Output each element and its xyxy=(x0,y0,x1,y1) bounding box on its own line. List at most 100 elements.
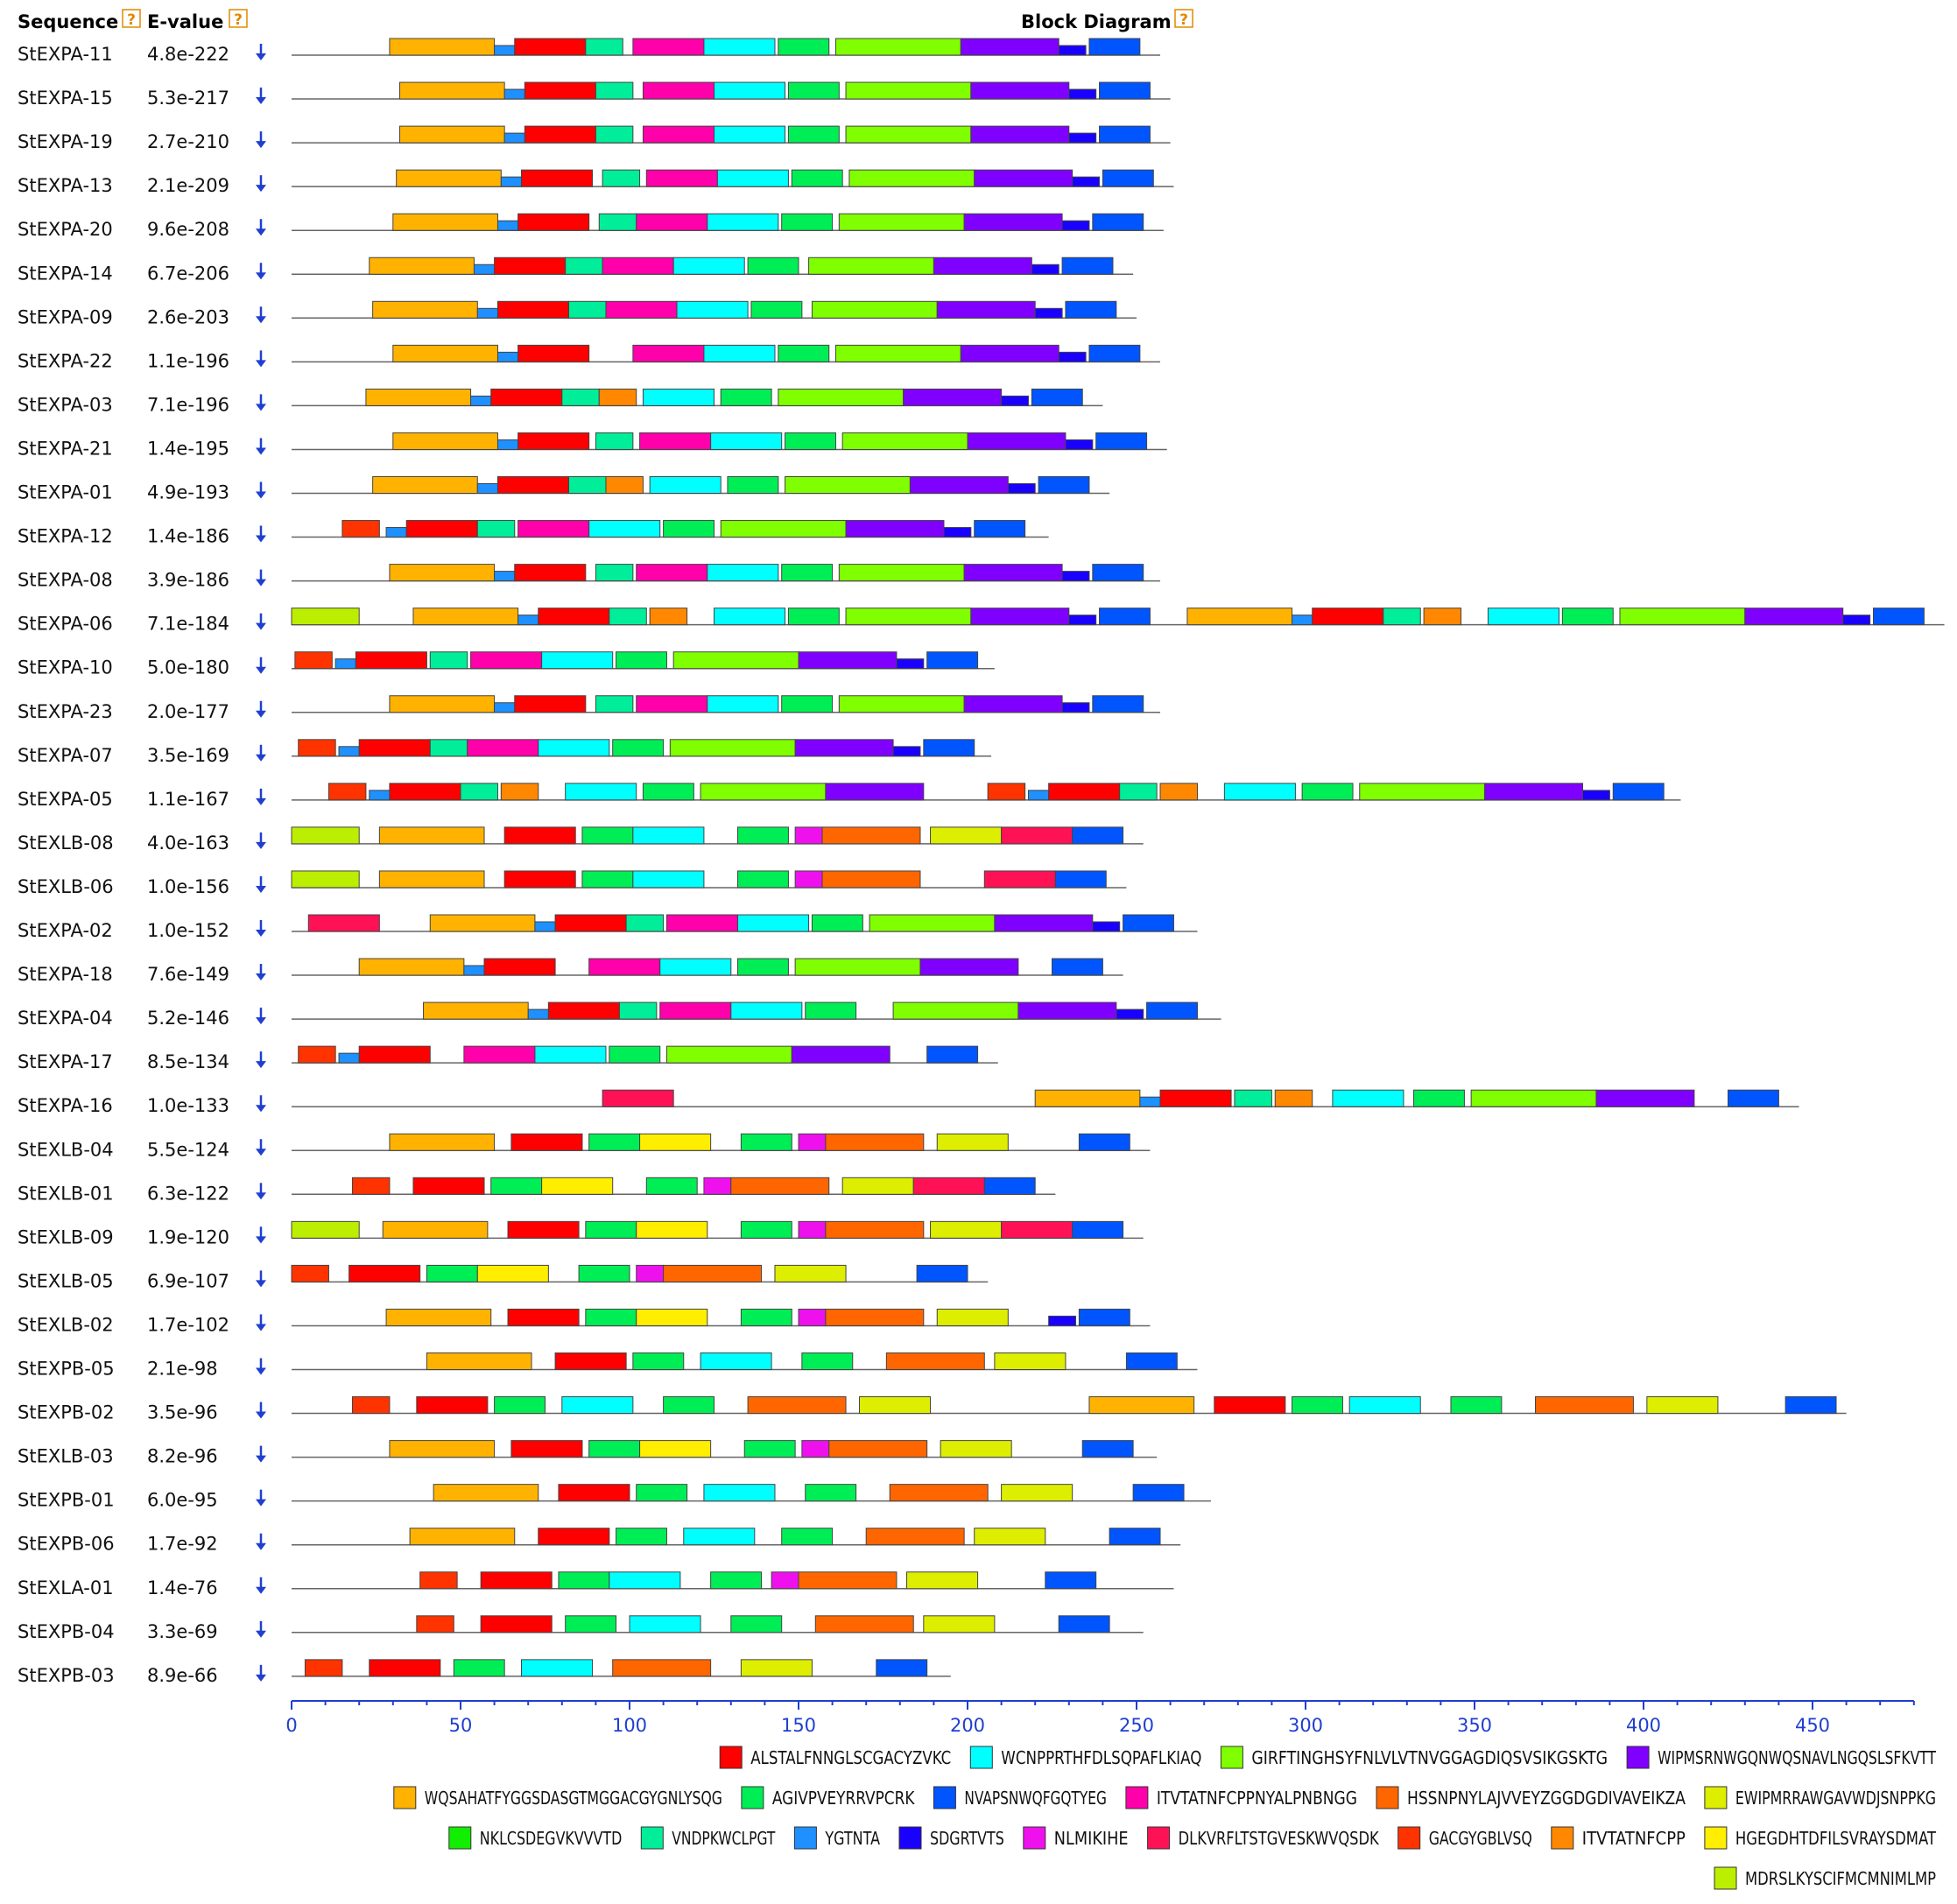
motif-block-18[interactable] xyxy=(605,476,644,494)
motif-block-6[interactable] xyxy=(805,1484,857,1502)
motif-block-6[interactable] xyxy=(737,826,789,845)
motif-block-16[interactable] xyxy=(1001,1220,1074,1239)
motif-block-3[interactable] xyxy=(808,256,934,275)
motif-block-5[interactable] xyxy=(399,81,505,100)
motif-block-2[interactable] xyxy=(659,958,732,976)
motif-block-2[interactable] xyxy=(683,1528,756,1546)
motif-block-4[interactable] xyxy=(909,476,1009,494)
motif-block-12[interactable] xyxy=(595,564,634,582)
motif-block-5[interactable] xyxy=(372,300,478,319)
motif-block-12[interactable] xyxy=(595,81,634,100)
motif-block-8[interactable] xyxy=(636,564,708,582)
motif-block-7[interactable] xyxy=(983,1177,1036,1195)
motif-block-5[interactable] xyxy=(389,695,496,713)
motif-block-6[interactable] xyxy=(1413,1089,1465,1107)
motif-block-6[interactable] xyxy=(632,1352,685,1370)
strand-arrow-icon[interactable] xyxy=(256,44,266,60)
motif-block-9[interactable] xyxy=(612,1659,712,1677)
motif-block-2[interactable] xyxy=(534,1045,607,1064)
motif-block-1[interactable] xyxy=(496,300,570,319)
strand-arrow-icon[interactable] xyxy=(256,219,266,236)
motif-block-4[interactable] xyxy=(1017,1001,1117,1020)
motif-block-5[interactable] xyxy=(426,1352,532,1370)
motif-block-19[interactable] xyxy=(636,1308,708,1326)
motif-block-6[interactable] xyxy=(740,1133,792,1151)
motif-block-7[interactable] xyxy=(974,520,1026,538)
motif-block-18[interactable] xyxy=(1159,783,1198,801)
motif-block-13[interactable] xyxy=(476,483,498,494)
motif-block-12[interactable] xyxy=(460,783,498,801)
motif-block-7[interactable] xyxy=(1109,1528,1161,1546)
motif-block-6[interactable] xyxy=(778,38,830,56)
motif-block-12[interactable] xyxy=(565,256,603,275)
motif-block-13[interactable] xyxy=(470,395,492,406)
motif-block-1[interactable] xyxy=(490,388,563,406)
motif-block-1[interactable] xyxy=(1214,1396,1286,1415)
motif-block-7[interactable] xyxy=(1092,695,1144,713)
motif-block-5[interactable] xyxy=(392,432,498,450)
motif-block-14[interactable] xyxy=(1001,395,1029,406)
motif-block-7[interactable] xyxy=(1078,1308,1130,1326)
motif-block-1[interactable] xyxy=(517,213,590,231)
motif-block-14[interactable] xyxy=(1061,220,1090,231)
motif-block-6[interactable] xyxy=(740,1308,792,1326)
motif-block-8[interactable] xyxy=(588,958,661,976)
motif-block-13[interactable] xyxy=(517,615,539,626)
motif-block-1[interactable] xyxy=(514,38,587,56)
motif-block-3[interactable] xyxy=(869,914,996,932)
motif-block-4[interactable] xyxy=(845,520,945,538)
motif-block-5[interactable] xyxy=(389,38,496,56)
motif-block-5[interactable] xyxy=(378,870,485,889)
strand-arrow-icon[interactable] xyxy=(256,920,266,937)
motif-block-4[interactable] xyxy=(970,81,1070,100)
motif-block-1[interactable] xyxy=(510,1440,583,1458)
motif-block-5[interactable] xyxy=(429,914,536,932)
motif-block-2[interactable] xyxy=(716,169,789,187)
motif-block-1[interactable] xyxy=(520,169,594,187)
motif-block-17[interactable] xyxy=(298,1045,336,1064)
motif-block-6[interactable] xyxy=(490,1177,543,1195)
motif-block-7[interactable] xyxy=(1065,300,1117,319)
motif-block-7[interactable] xyxy=(1088,38,1141,56)
motif-block-10[interactable] xyxy=(740,1659,813,1677)
motif-block-2[interactable] xyxy=(538,739,610,757)
strand-arrow-icon[interactable] xyxy=(256,1183,266,1200)
motif-block-6[interactable] xyxy=(585,1220,637,1239)
motif-block-7[interactable] xyxy=(1872,608,1925,626)
motif-block-13[interactable] xyxy=(334,658,356,670)
motif-block-6[interactable] xyxy=(787,81,840,100)
motif-block-13[interactable] xyxy=(338,746,360,757)
motif-block-12[interactable] xyxy=(602,169,641,187)
motif-block-2[interactable] xyxy=(703,344,776,362)
motif-block-13[interactable] xyxy=(385,527,407,538)
motif-block-7[interactable] xyxy=(1146,1001,1198,1020)
strand-arrow-icon[interactable] xyxy=(256,700,266,718)
motif-block-1[interactable] xyxy=(355,651,427,670)
motif-block-14[interactable] xyxy=(892,746,921,757)
motif-block-10[interactable] xyxy=(940,1440,1012,1458)
motif-block-5[interactable] xyxy=(358,958,465,976)
motif-block-13[interactable] xyxy=(494,702,516,713)
motif-block-2[interactable] xyxy=(707,213,779,231)
motif-block-13[interactable] xyxy=(463,965,485,976)
motif-block-10[interactable] xyxy=(906,1571,979,1590)
motif-block-12[interactable] xyxy=(429,739,468,757)
motif-block-10[interactable] xyxy=(858,1396,932,1415)
motif-block-5[interactable] xyxy=(412,608,519,626)
motif-block-4[interactable] xyxy=(794,739,894,757)
motif-block-3[interactable] xyxy=(700,783,827,801)
motif-block-7[interactable] xyxy=(1072,1220,1124,1239)
motif-block-6[interactable] xyxy=(740,1220,792,1239)
motif-block-3[interactable] xyxy=(1619,608,1746,626)
motif-block-4[interactable] xyxy=(963,695,1063,713)
motif-block-7[interactable] xyxy=(1123,914,1174,932)
motif-block-8[interactable] xyxy=(467,739,539,757)
motif-block-9[interactable] xyxy=(747,1396,847,1415)
motif-block-2[interactable] xyxy=(541,651,614,670)
motif-block-13[interactable] xyxy=(494,571,516,582)
motif-block-17[interactable] xyxy=(419,1571,458,1590)
motif-block-4[interactable] xyxy=(967,432,1066,450)
motif-block-9[interactable] xyxy=(821,870,921,889)
motif-block-14[interactable] xyxy=(943,527,972,538)
motif-block-3[interactable] xyxy=(845,608,972,626)
